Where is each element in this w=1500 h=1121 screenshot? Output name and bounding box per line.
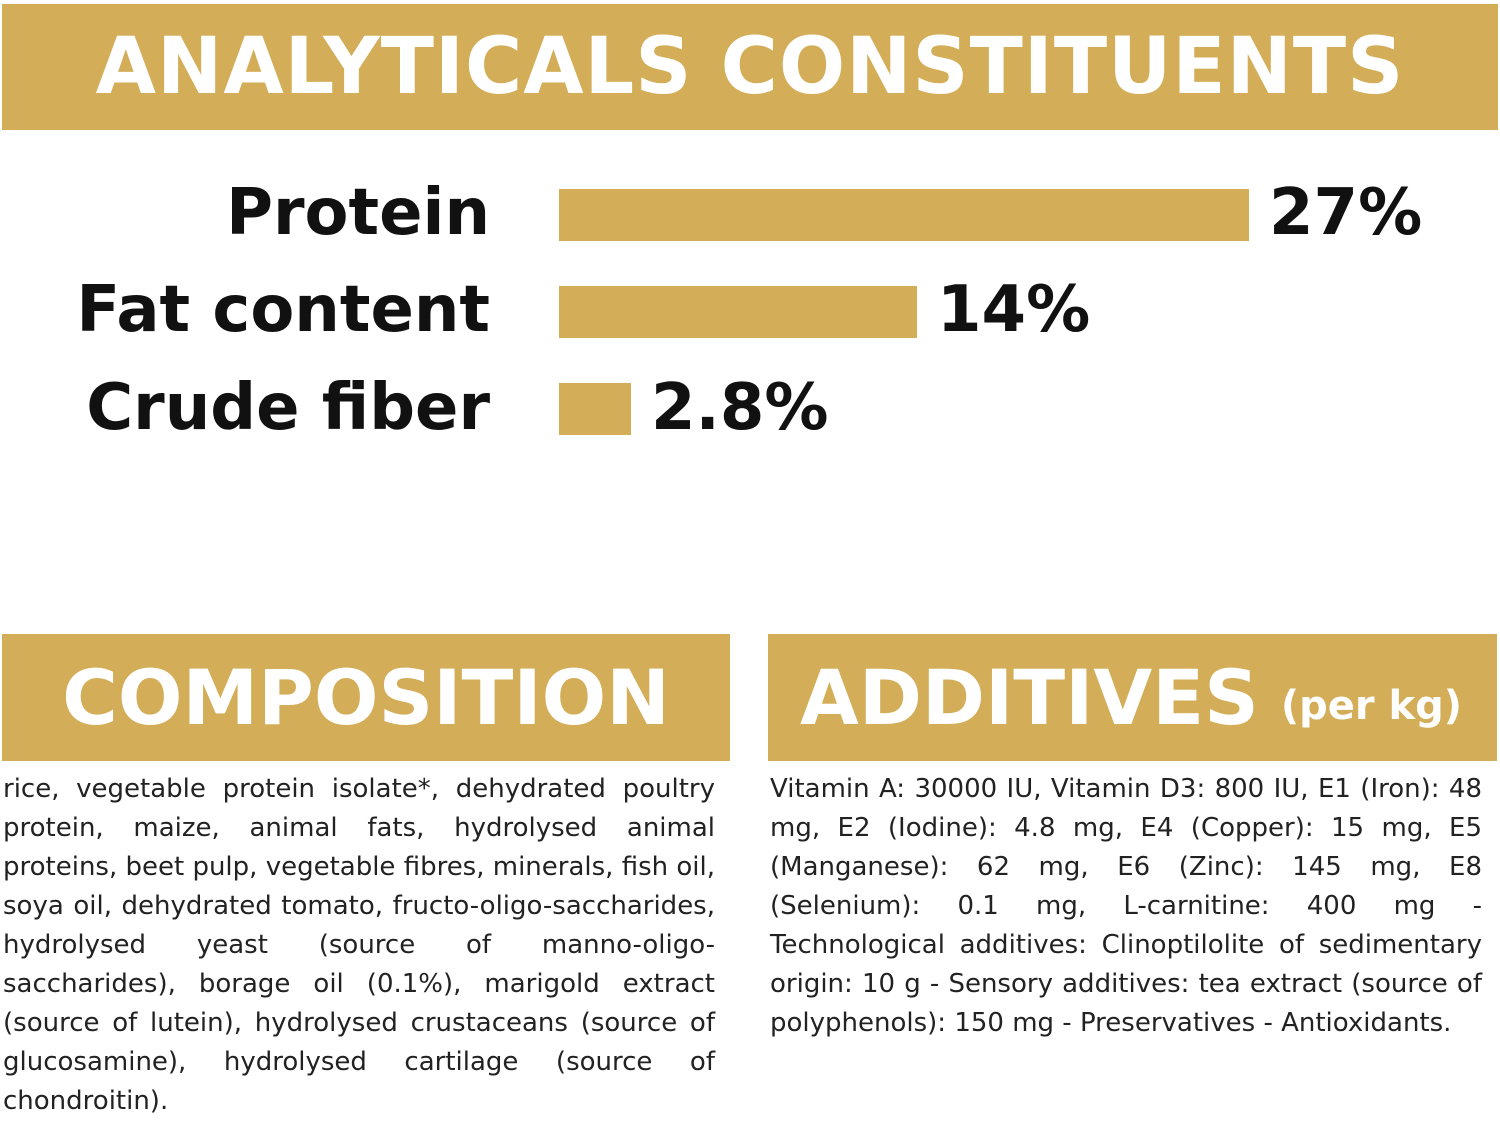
crude-fiber-label: Crude fiber — [86, 371, 490, 445]
additives-text: Vitamin A: 30000 IU, Vitamin D3: 800 IU,… — [770, 774, 1482, 1038]
additives-unit: (per kg) — [1280, 682, 1463, 729]
crude-fiber-bar — [559, 383, 631, 435]
fat-content-label: Fat content — [76, 273, 490, 347]
composition-text: rice, vegetable protein isolate*, dehydr… — [3, 774, 715, 1116]
fat-content-bar — [559, 286, 917, 338]
analyticals-banner: ANALYTICALS CONSTITUENTS — [2, 4, 1498, 130]
composition-title: COMPOSITION — [62, 653, 670, 742]
protein-value: 27% — [1269, 176, 1423, 250]
fat-content-value: 14% — [937, 273, 1091, 347]
additives-banner: ADDITIVES (per kg) — [768, 634, 1497, 761]
protein-label: Protein — [226, 176, 490, 250]
protein-bar — [559, 189, 1249, 241]
crude-fiber-value: 2.8% — [651, 371, 829, 445]
additives-title: ADDITIVES — [800, 653, 1259, 742]
analyticals-title: ANALYTICALS CONSTITUENTS — [95, 22, 1405, 112]
composition-banner: COMPOSITION — [2, 634, 730, 761]
